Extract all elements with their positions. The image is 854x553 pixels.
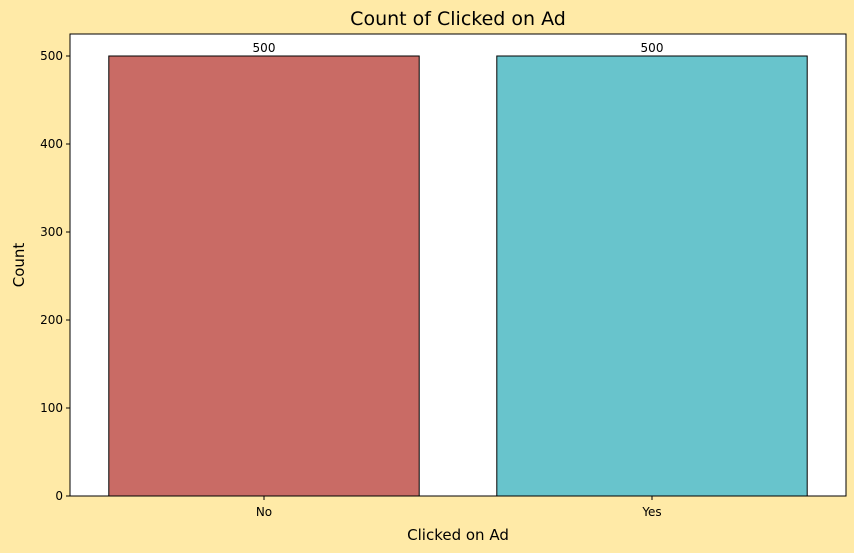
x-axis-label: Clicked on Ad bbox=[407, 526, 509, 544]
data-label: 500 bbox=[641, 41, 664, 55]
y-tick-label: 300 bbox=[40, 225, 63, 239]
y-axis-ticks: 0 100 200 300 400 500 bbox=[40, 49, 70, 503]
chart-title: Count of Clicked on Ad bbox=[350, 8, 566, 30]
data-label: 500 bbox=[253, 41, 276, 55]
y-tick-label: 200 bbox=[40, 313, 63, 327]
y-axis-label: Count bbox=[10, 243, 28, 288]
x-axis-ticks: No Yes bbox=[256, 496, 662, 519]
y-tick-label: 500 bbox=[40, 49, 63, 63]
plot-frame bbox=[69, 33, 847, 497]
y-tick-label: 100 bbox=[40, 401, 63, 415]
x-tick-label: No bbox=[256, 505, 272, 519]
y-tick-label: 400 bbox=[40, 137, 63, 151]
data-labels: 500 500 bbox=[253, 41, 664, 55]
bar-yes bbox=[496, 55, 808, 497]
bars-group bbox=[108, 55, 808, 497]
y-tick-label: 0 bbox=[55, 489, 63, 503]
x-tick-label: Yes bbox=[641, 505, 661, 519]
bar-no bbox=[108, 55, 420, 497]
